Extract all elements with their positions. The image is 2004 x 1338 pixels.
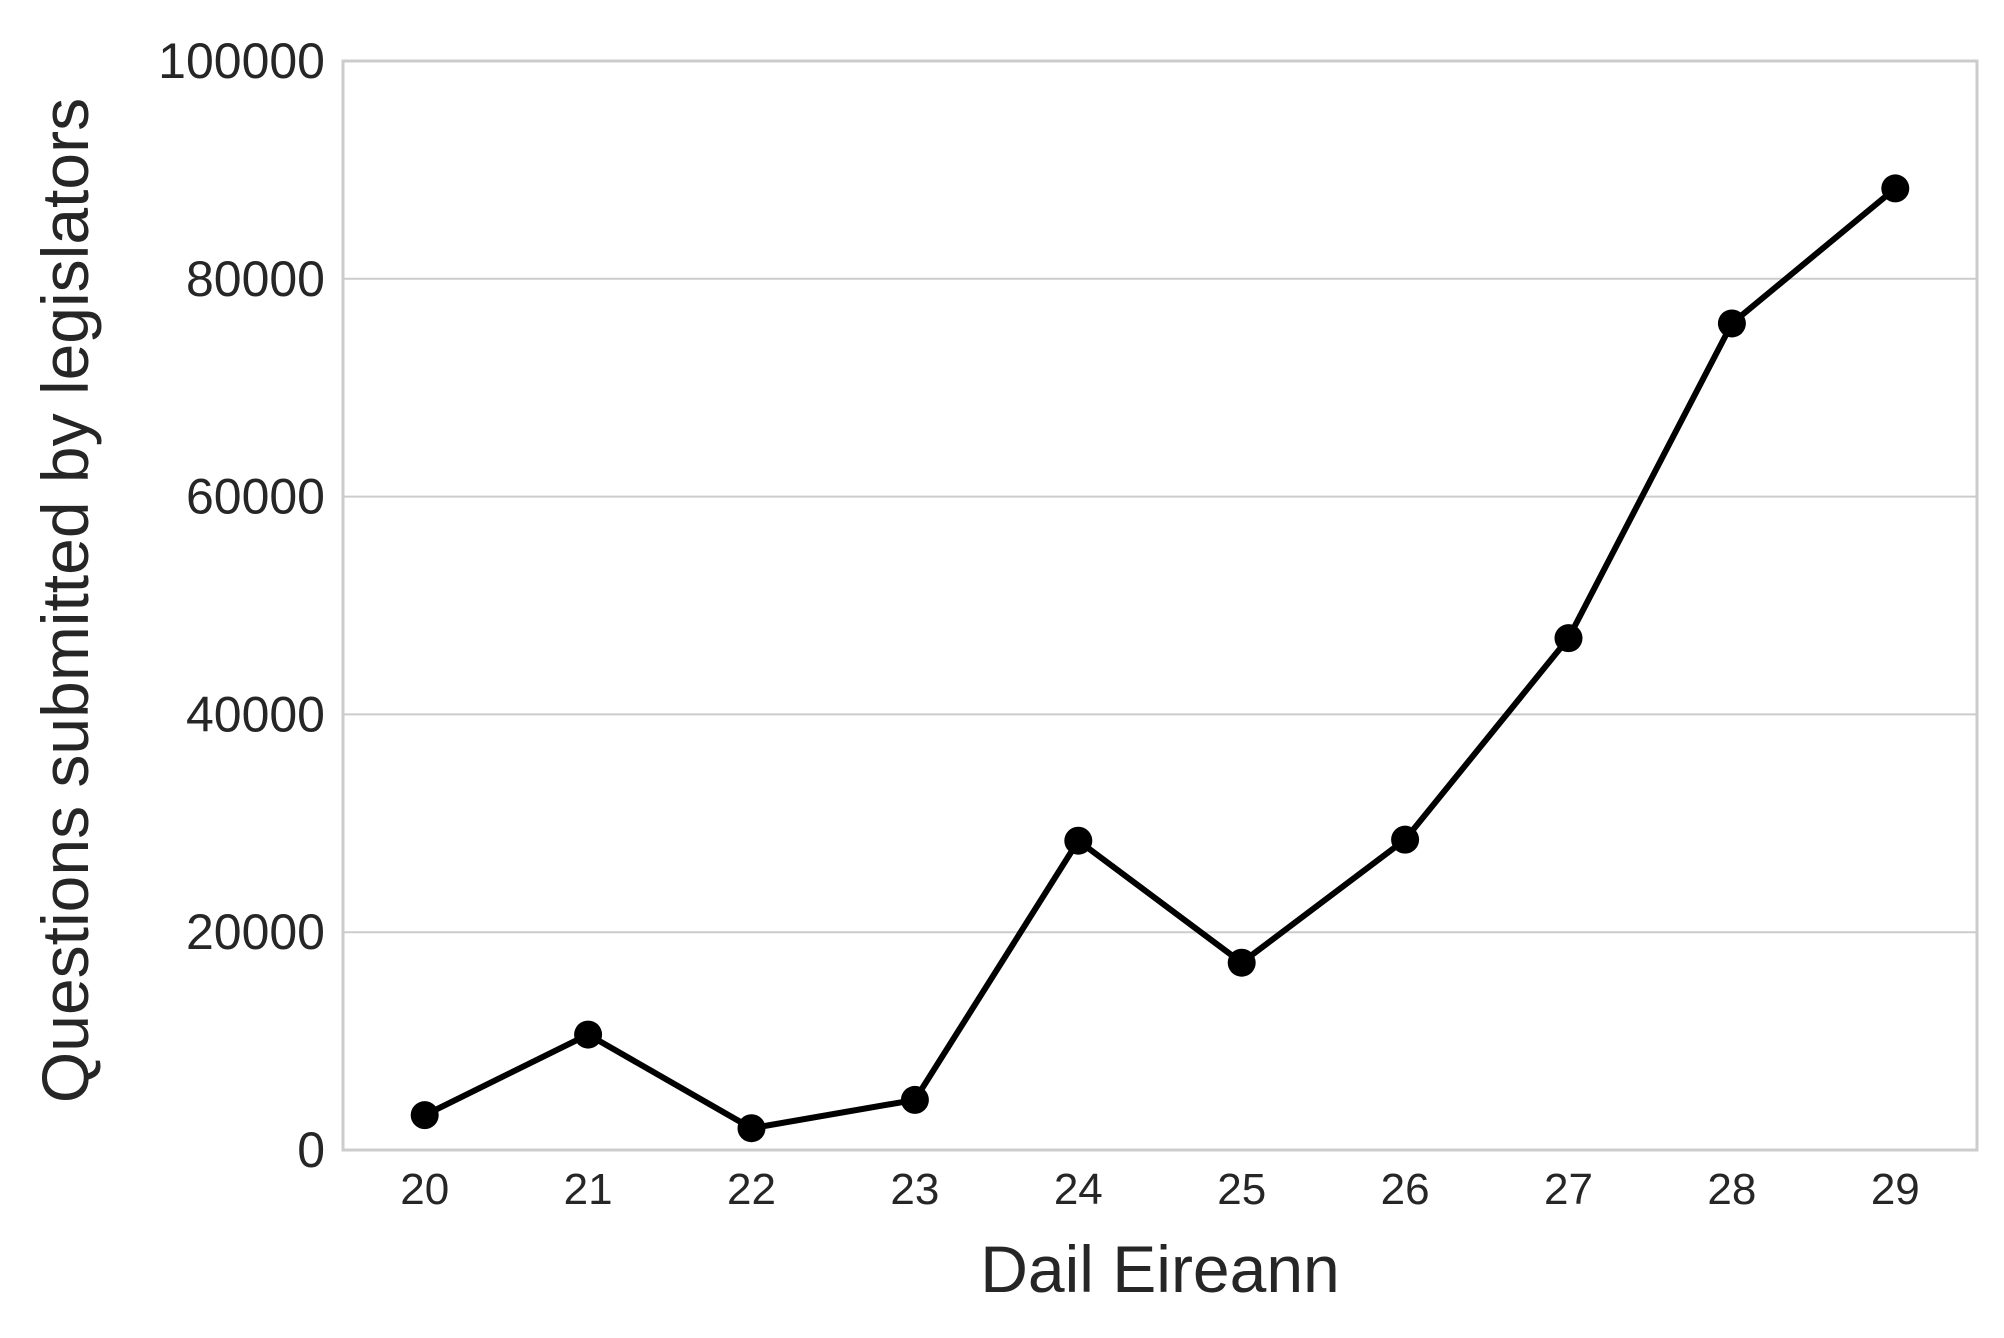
y-tick-label: 0 — [297, 1122, 325, 1178]
y-tick-label: 60000 — [186, 469, 325, 525]
data-point — [1881, 174, 1910, 203]
gridlines — [343, 277, 1977, 934]
data-point — [1064, 826, 1093, 855]
y-tick-label: 100000 — [158, 33, 325, 89]
x-tick-label: 24 — [1054, 1165, 1103, 1214]
x-tick-label: 27 — [1544, 1165, 1593, 1214]
x-tick-label: 21 — [564, 1165, 613, 1214]
series-line — [421, 185, 1899, 1132]
data-point — [737, 1114, 766, 1143]
data-point — [574, 1020, 603, 1049]
data-point — [1554, 624, 1583, 653]
x-tick-label: 22 — [727, 1165, 776, 1214]
data-point — [1391, 825, 1420, 854]
series-layer — [410, 174, 1910, 1143]
y-tick-label: 20000 — [186, 904, 325, 960]
y-tick-label: 40000 — [186, 686, 325, 742]
plot-frame — [341, 59, 1979, 1152]
data-point — [900, 1085, 929, 1114]
data-point — [410, 1101, 439, 1130]
x-tick-label: 20 — [400, 1165, 449, 1214]
x-tick-label: 29 — [1871, 1165, 1920, 1214]
x-axis-ticks: 20 21 22 23 24 25 26 27 28 29 — [400, 1165, 1920, 1214]
x-tick-label: 26 — [1381, 1165, 1430, 1214]
y-axis-ticks: 0 20000 40000 60000 80000 100000 — [158, 33, 325, 1178]
x-tick-label: 25 — [1217, 1165, 1266, 1214]
data-point — [1227, 948, 1256, 977]
x-tick-label: 23 — [890, 1165, 939, 1214]
x-tick-label: 28 — [1707, 1165, 1756, 1214]
y-axis-title: Questions submitted by legislators — [28, 98, 102, 1103]
y-tick-label: 80000 — [186, 251, 325, 307]
data-point — [1717, 309, 1746, 338]
x-axis-title: Dail Eireann — [980, 1232, 1340, 1306]
